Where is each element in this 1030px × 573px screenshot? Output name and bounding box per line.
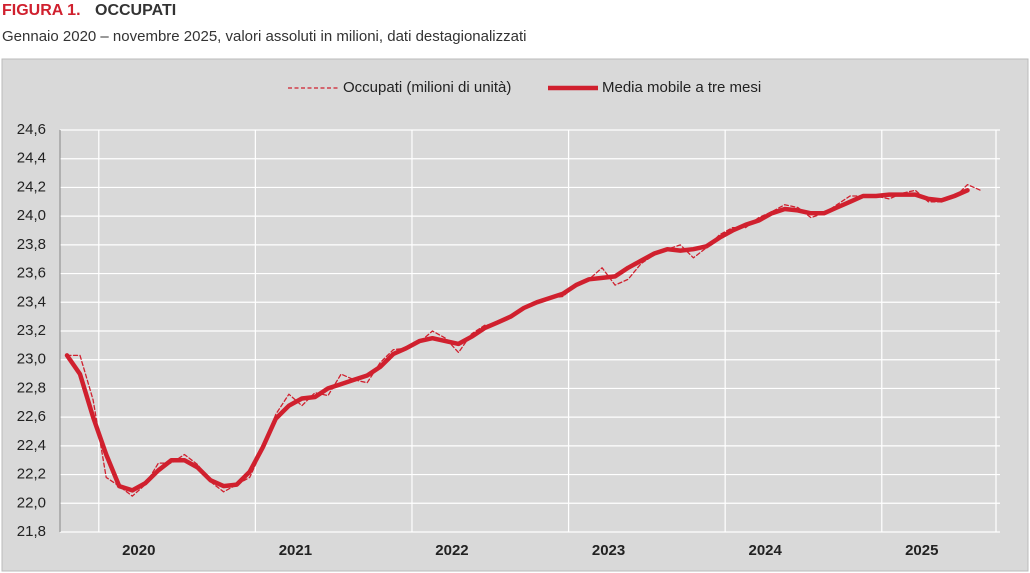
y-tick-label: 23,2 bbox=[17, 322, 46, 339]
x-tick-label: 2025 bbox=[905, 542, 938, 559]
chart-title: OCCUPATI bbox=[95, 2, 176, 19]
y-tick-label: 22,0 bbox=[17, 494, 46, 511]
y-tick-label: 22,4 bbox=[17, 437, 46, 454]
x-tick-label: 2022 bbox=[435, 542, 468, 559]
data-line bbox=[64, 188, 970, 493]
x-tick-label: 2023 bbox=[592, 542, 625, 559]
legend-label: Occupati (milioni di unità) bbox=[343, 79, 511, 96]
y-tick-label: 24,4 bbox=[17, 150, 46, 167]
y-tick-label: 22,6 bbox=[17, 408, 46, 425]
y-tick-label: 23,6 bbox=[17, 265, 46, 282]
y-tick-label: 24,0 bbox=[17, 207, 46, 224]
figure-label: FIGURA 1. bbox=[2, 2, 81, 19]
y-tick-label: 24,2 bbox=[17, 178, 46, 195]
chart-subtitle: Gennaio 2020 – novembre 2025, valori ass… bbox=[2, 28, 526, 45]
y-tick-label: 23,4 bbox=[17, 293, 46, 310]
x-tick-label: 2021 bbox=[279, 542, 312, 559]
x-tick-label: 2024 bbox=[748, 542, 782, 559]
y-tick-label: 24,6 bbox=[17, 121, 46, 138]
y-tick-label: 23,8 bbox=[17, 236, 46, 253]
legend-label: Media mobile a tre mesi bbox=[602, 79, 761, 96]
y-tick-label: 22,2 bbox=[17, 466, 46, 483]
y-tick-label: 23,0 bbox=[17, 351, 46, 368]
x-tick-label: 2020 bbox=[122, 542, 155, 559]
y-tick-label: 22,8 bbox=[17, 379, 46, 396]
y-tick-label: 21,8 bbox=[17, 523, 46, 540]
